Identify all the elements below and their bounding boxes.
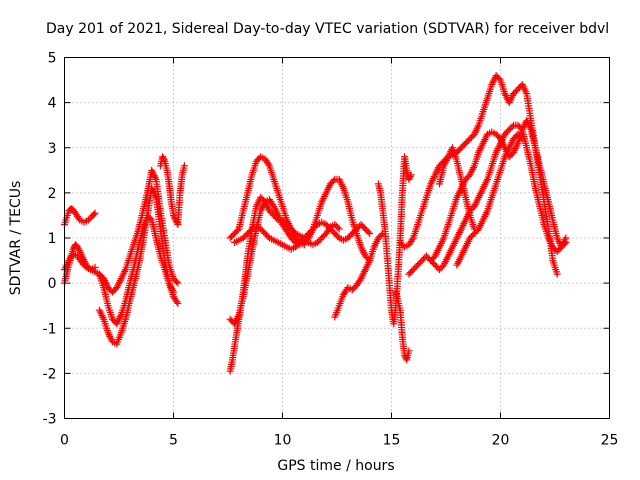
data-point — [517, 133, 525, 141]
y-tick-label: -3 — [43, 412, 57, 428]
data-point — [408, 236, 416, 244]
data-point — [364, 228, 372, 236]
data-point — [518, 135, 526, 143]
data-point — [406, 174, 414, 182]
y-tick-label: 0 — [48, 276, 57, 292]
y-tick-labels: -3 -2 -1 0 1 2 3 4 5 — [43, 51, 57, 428]
data-point — [329, 177, 337, 185]
data-point — [334, 223, 342, 231]
series-sat-p — [427, 117, 570, 265]
data-point — [290, 237, 298, 245]
series-sat-r — [435, 144, 478, 233]
data-point — [173, 298, 181, 306]
plot-frame — [64, 57, 610, 419]
y-tick-label: -2 — [43, 366, 57, 382]
series-sat-h — [226, 193, 343, 375]
series-sat-k — [331, 229, 387, 321]
x-axis-label: GPS time / hours — [277, 458, 394, 474]
series-sat-j — [231, 218, 374, 253]
y-tick-label: 1 — [48, 231, 57, 247]
data-point — [562, 234, 570, 242]
data-point — [173, 219, 181, 227]
series-sat-i — [226, 175, 374, 328]
x-tick-label: 25 — [601, 433, 619, 449]
data-point — [407, 171, 415, 179]
y-tick-label: 3 — [48, 141, 57, 157]
data-point — [335, 225, 343, 233]
series-sat-l — [374, 153, 415, 328]
data-point — [264, 232, 272, 240]
data-point — [174, 299, 182, 307]
data-point — [247, 226, 255, 234]
data-point — [334, 232, 342, 240]
data-point — [81, 262, 89, 270]
data-point — [90, 210, 98, 218]
data-point — [366, 229, 374, 237]
x-tick-label: 10 — [274, 433, 292, 449]
series-sat-m — [392, 288, 413, 364]
data-point — [405, 175, 413, 183]
data-point — [171, 214, 179, 222]
y-tick-label: 2 — [48, 186, 57, 202]
data-point — [91, 209, 99, 217]
y-axis-label: SDTVAR / TECUs — [8, 181, 24, 296]
data-point — [170, 288, 177, 296]
series-sat-q — [453, 130, 526, 269]
data-point — [553, 270, 561, 278]
data-point — [406, 172, 414, 180]
data-point — [159, 153, 167, 161]
x-tick-label: 5 — [169, 433, 178, 449]
y-tick-label: -1 — [43, 321, 57, 337]
series-sat-d — [95, 184, 182, 348]
data-point — [170, 211, 177, 219]
data-point — [377, 231, 385, 239]
x-tick-labels: 0 5 10 15 20 25 — [60, 433, 618, 449]
data-point — [174, 279, 182, 287]
series-sat-e — [95, 211, 177, 328]
data-point — [470, 225, 478, 233]
chart-title: Day 201 of 2021, Sidereal Day-to-day VTE… — [46, 21, 609, 37]
x-tick-label: 0 — [60, 433, 69, 449]
data-point — [508, 123, 516, 131]
data-point — [405, 347, 413, 355]
data-point — [495, 75, 503, 83]
series-sat-a — [61, 205, 99, 228]
data-point — [159, 154, 167, 162]
series-sat-f — [156, 153, 188, 228]
data-point — [264, 160, 272, 168]
data-point — [160, 156, 168, 164]
data-points — [61, 72, 570, 375]
data-point — [172, 278, 180, 286]
x-tick-label: 20 — [492, 433, 510, 449]
x-tick-label: 15 — [383, 433, 401, 449]
data-point — [180, 162, 188, 170]
data-point — [146, 214, 154, 222]
data-point — [233, 226, 241, 234]
data-point — [312, 222, 320, 230]
data-point — [290, 228, 298, 236]
y-tick-label: 5 — [48, 51, 57, 67]
y-tick-label: 4 — [48, 96, 57, 112]
